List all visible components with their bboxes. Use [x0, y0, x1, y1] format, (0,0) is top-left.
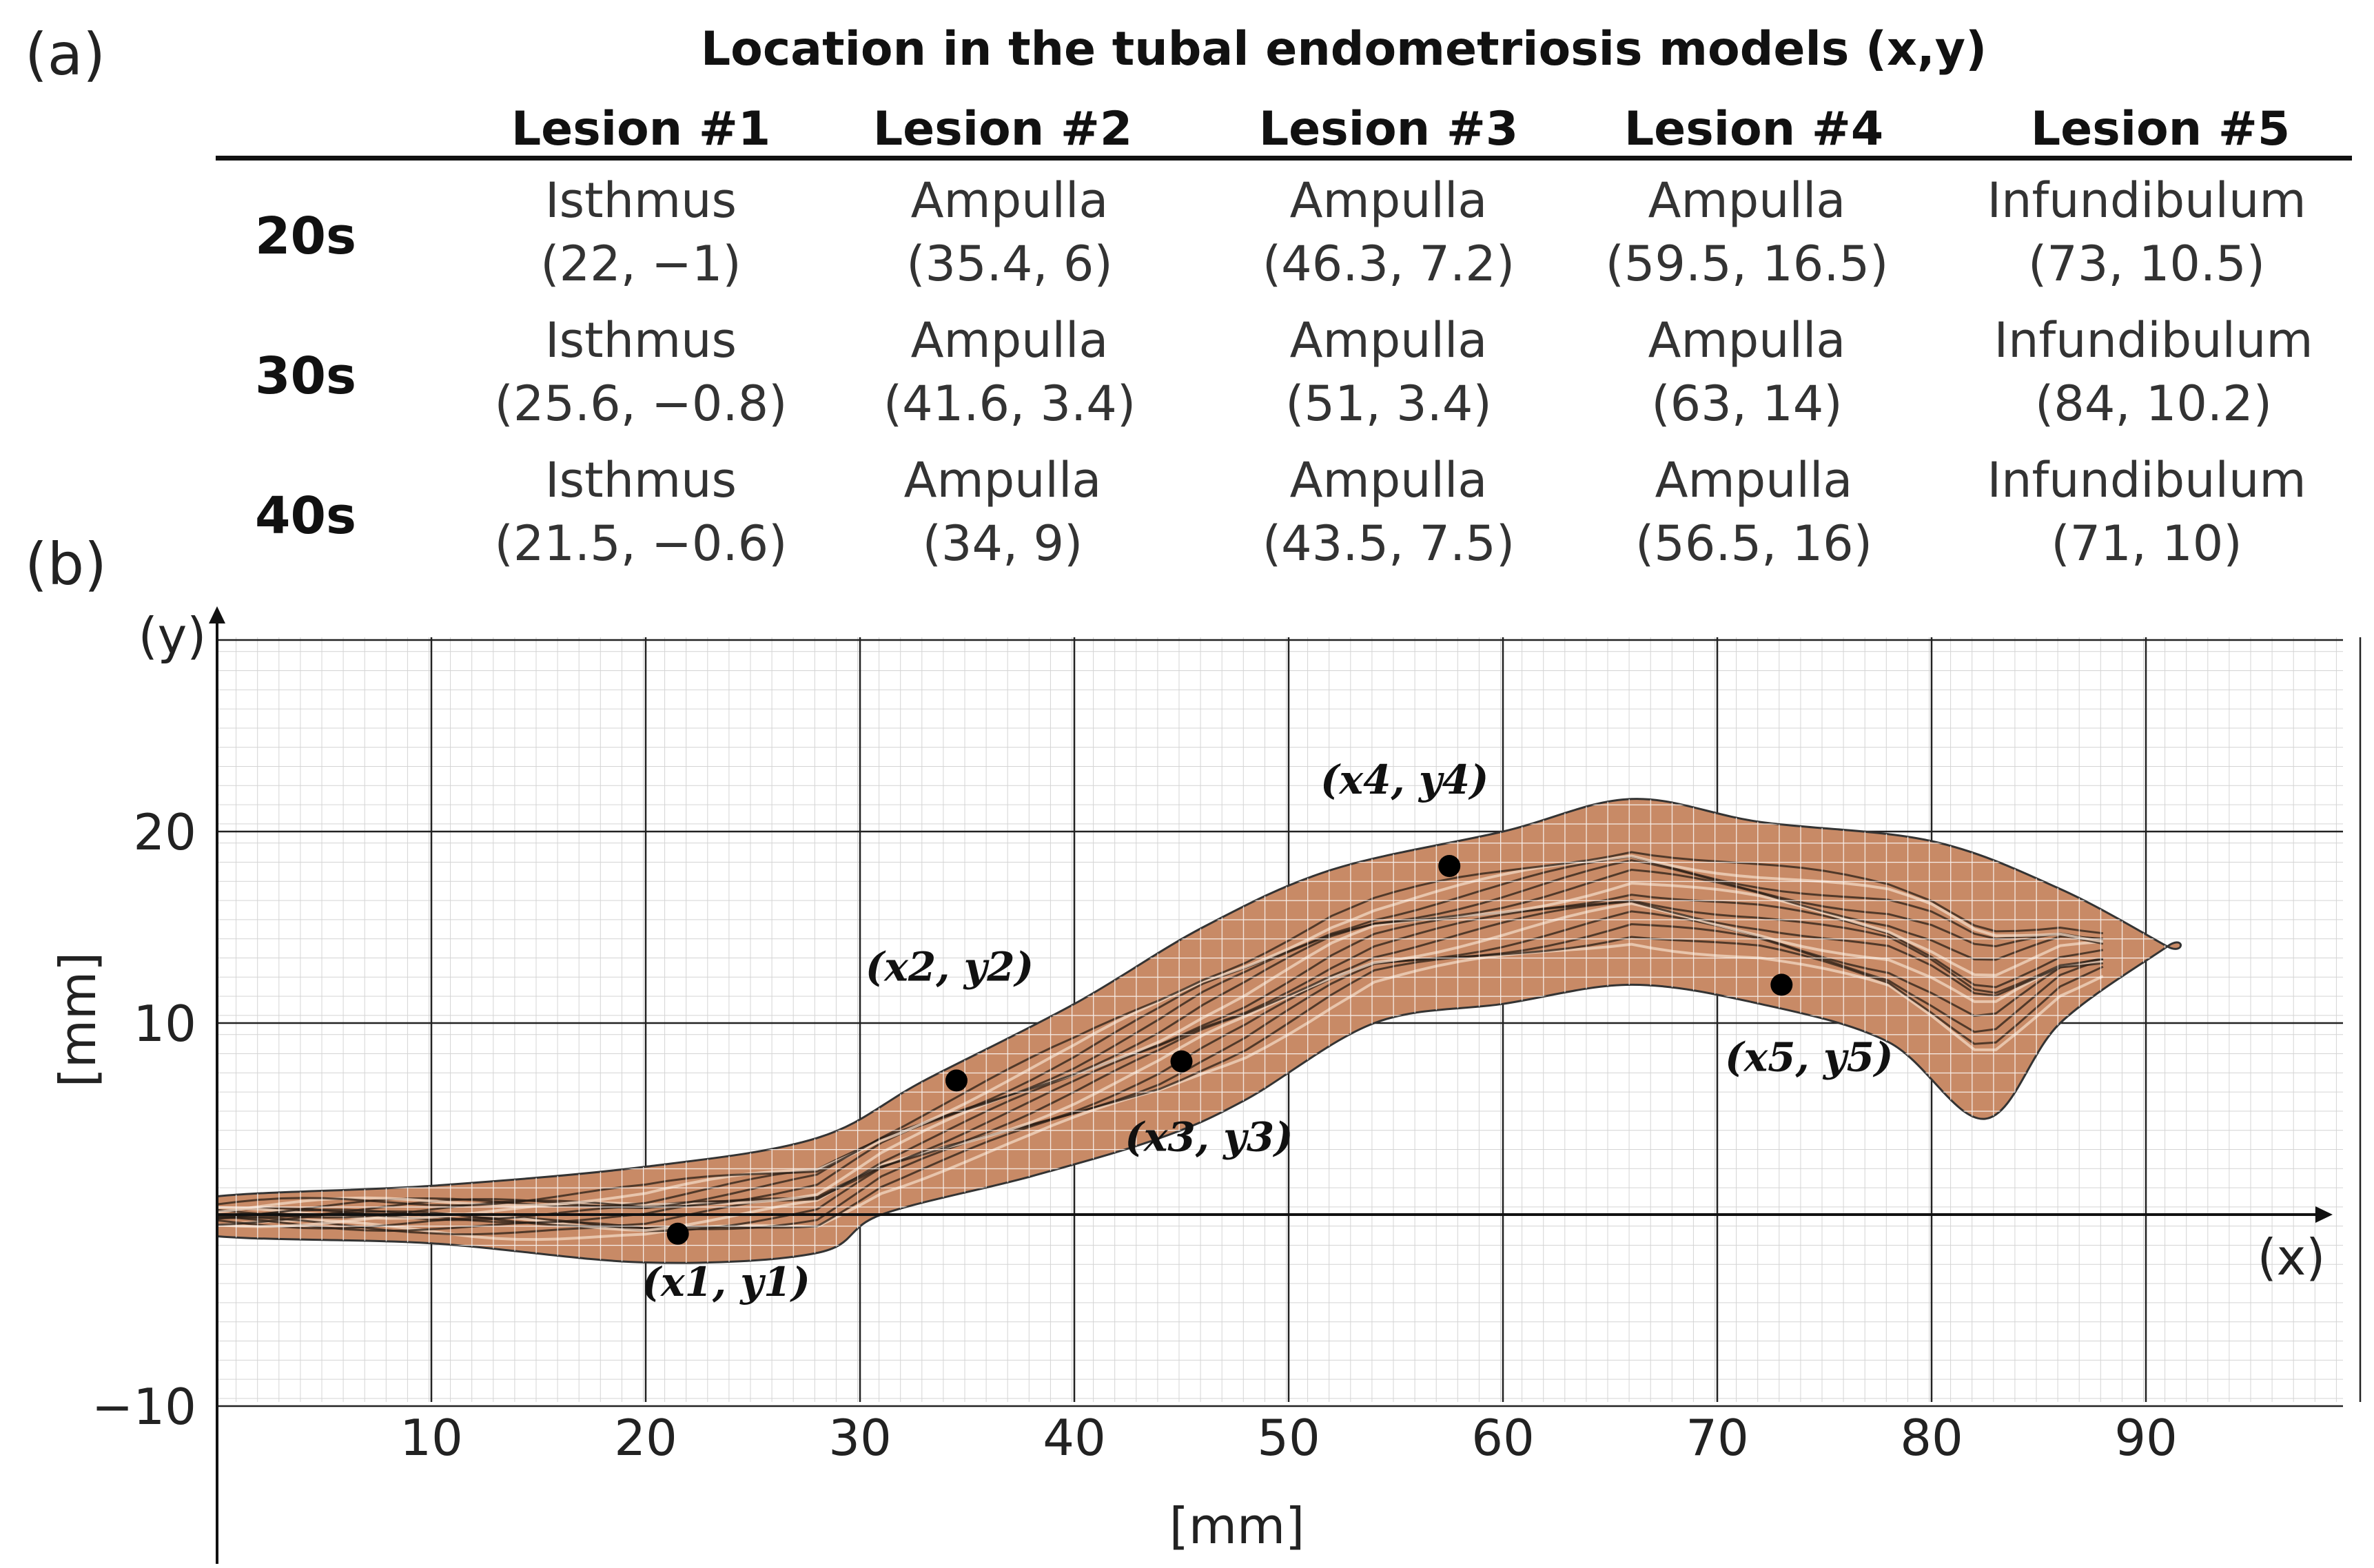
cell-coord: (35.4, 6) [906, 236, 1113, 292]
cell-region: Ampulla [910, 172, 1109, 229]
tick-labels: 10 20 30 40 50 60 70 80 90 −10 10 20 [92, 803, 2178, 1467]
row-header-40s: 40s [255, 486, 357, 546]
cell-coord: (22, −1) [540, 236, 741, 292]
lesion-point-label: (x3, y3) [1125, 1114, 1293, 1161]
cell-coord: (59.5, 16.5) [1605, 236, 1889, 292]
y-axis-name: (y) [139, 607, 207, 665]
fallopian-tube-layer [217, 798, 2182, 1264]
x-tick-label: 30 [828, 1409, 892, 1467]
lesion-points: (x1, y1) (x2, y2) (x3, y3) (x4, y4) (x5, y5) [642, 756, 1894, 1306]
cell-region: Infundibulum [1987, 452, 2306, 508]
panel-label-b: (b) [25, 530, 107, 598]
y-axis-arrow [209, 606, 225, 623]
cell-region: Ampulla [1289, 452, 1488, 508]
cell-region: Isthmus [545, 312, 737, 369]
table-cell: Ampulla (56.5, 16) [1561, 448, 1947, 575]
lesion-point-label: (x5, y5) [1725, 1033, 1893, 1080]
cell-coord: (25.6, −0.8) [494, 375, 788, 432]
row-header-30s: 30s [255, 347, 357, 406]
column-header-lesion-4: Lesion #4 [1624, 102, 1884, 156]
cell-region: Isthmus [545, 172, 737, 229]
x-tick-label: 60 [1471, 1409, 1535, 1467]
table-cell: Ampulla (43.5, 7.5) [1196, 448, 1582, 575]
cell-region: Isthmus [545, 452, 737, 508]
x-axis-name: (x) [2258, 1228, 2326, 1286]
x-tick-label: 10 [400, 1409, 463, 1467]
lesion-point [1170, 1050, 1193, 1073]
y-tick-label: −10 [92, 1378, 196, 1436]
cell-region: Ampulla [910, 312, 1109, 369]
cell-region: Ampulla [1655, 452, 1853, 508]
cell-coord: (84, 10.2) [2034, 375, 2273, 432]
lesion-point [666, 1222, 689, 1245]
y-tick-label: 10 [133, 995, 196, 1053]
cell-region: Ampulla [1648, 312, 1846, 369]
table-cell: Infundibulum (71, 10) [1954, 448, 2340, 575]
column-header-lesion-1: Lesion #1 [511, 102, 771, 156]
table-cell: Ampulla (63, 14) [1554, 309, 1940, 435]
axes [209, 606, 2333, 1564]
lesion-point-label: (x1, y1) [642, 1259, 810, 1306]
x-tick-label: 80 [1900, 1409, 1963, 1467]
x-tick-label: 20 [614, 1409, 677, 1467]
cell-region: Infundibulum [1987, 172, 2306, 229]
x-axis-arrow [2315, 1206, 2333, 1223]
cell-region: Ampulla [1648, 172, 1846, 229]
x-tick-label: 90 [2114, 1409, 2178, 1467]
cell-region: Ampulla [903, 452, 1102, 508]
lesion-point [1438, 855, 1461, 878]
x-tick-label: 70 [1686, 1409, 1749, 1467]
lesion-point-label: (x2, y2) [866, 943, 1034, 990]
cell-coord: (41.6, 3.4) [883, 375, 1136, 432]
cell-coord: (63, 14) [1651, 375, 1843, 432]
table-cell: Ampulla (34, 9) [810, 448, 1196, 575]
column-header-lesion-2: Lesion #2 [872, 102, 1133, 156]
cell-region: Ampulla [1289, 312, 1488, 369]
table-title: Location in the tubal endometriosis mode… [700, 22, 1987, 76]
cell-region: Infundibulum [1994, 312, 2313, 369]
lesion-point [1770, 973, 1793, 996]
table-header-rule [216, 156, 2352, 161]
table-cell: Ampulla (41.6, 3.4) [817, 309, 1203, 435]
table-cell: Isthmus (25.6, −0.8) [448, 309, 834, 435]
lesion-point-label: (x4, y4) [1320, 756, 1488, 803]
x-axis-label: [mm] [1169, 1497, 1304, 1555]
y-tick-label: 20 [133, 803, 196, 861]
row-header-20s: 20s [255, 207, 357, 266]
table-cell: Infundibulum (73, 10.5) [1954, 169, 2340, 296]
table-cell: Ampulla (35.4, 6) [817, 169, 1203, 296]
cell-coord: (21.5, −0.6) [494, 515, 788, 572]
column-header-lesion-3: Lesion #3 [1258, 102, 1519, 156]
cell-coord: (43.5, 7.5) [1262, 515, 1515, 572]
x-tick-label: 50 [1257, 1409, 1320, 1467]
table-cell: Ampulla (59.5, 16.5) [1554, 169, 1940, 296]
cell-coord: (51, 3.4) [1285, 375, 1492, 432]
tube-grid-overlay [217, 798, 2181, 1263]
table-cell: Isthmus (22, −1) [448, 169, 834, 296]
cell-coord: (46.3, 7.2) [1262, 236, 1515, 292]
y-axis-label: [mm] [49, 952, 107, 1087]
cell-coord: (34, 9) [922, 515, 1083, 572]
table-cell: Ampulla (46.3, 7.2) [1196, 169, 1582, 296]
table-cell: Isthmus (21.5, −0.6) [448, 448, 834, 575]
cell-coord: (71, 10) [2051, 515, 2242, 572]
cell-coord: (56.5, 16) [1635, 515, 1873, 572]
column-header-lesion-5: Lesion #5 [2030, 102, 2291, 156]
table-cell: Infundibulum (84, 10.2) [1961, 309, 2346, 435]
panel-label-a: (a) [25, 21, 106, 88]
cell-coord: (73, 10.5) [2027, 236, 2266, 292]
x-tick-label: 40 [1043, 1409, 1106, 1467]
lesion-point [945, 1069, 968, 1092]
cell-region: Ampulla [1289, 172, 1488, 229]
table-cell: Ampulla (51, 3.4) [1196, 309, 1582, 435]
